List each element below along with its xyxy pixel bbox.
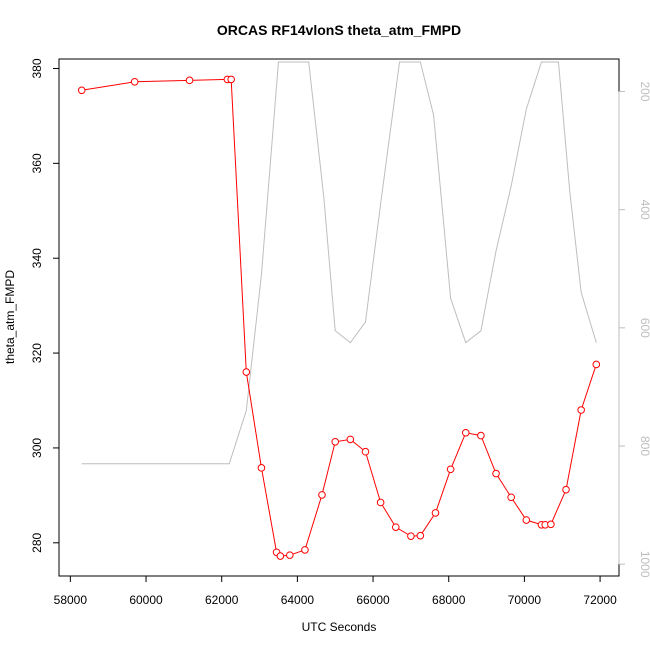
x-tick-label: 66000 <box>356 593 390 607</box>
data-point <box>376 498 385 507</box>
data-point <box>276 552 285 560</box>
data-point <box>391 523 400 531</box>
series-line-left <box>81 78 597 557</box>
data-point <box>185 76 194 85</box>
y-tick-label: 360 <box>30 153 44 173</box>
data-point <box>77 86 86 95</box>
x-tick-label: 58000 <box>54 593 88 607</box>
data-point <box>286 551 294 559</box>
x-tick-label: 70000 <box>508 593 542 607</box>
data-point <box>507 493 515 502</box>
series-line-right <box>81 61 597 465</box>
y2-tick-label: 1000 <box>638 551 650 578</box>
data-point <box>562 485 570 494</box>
data-point <box>592 360 601 369</box>
x-axis: 58000 60000 62000 64000 66000 68000 70000 72000 <box>54 575 617 607</box>
data-point <box>477 431 485 440</box>
y2-tick-label: 600 <box>638 318 650 338</box>
data-point <box>130 77 139 86</box>
x-tick-label: 62000 <box>205 593 239 607</box>
data-point <box>522 516 531 524</box>
data-point <box>361 447 370 456</box>
x-tick-label: 64000 <box>281 593 315 607</box>
y2-tick-label: 800 <box>638 436 650 456</box>
y-tick-label: 300 <box>30 438 44 458</box>
data-point <box>318 491 326 499</box>
data-point <box>577 406 585 414</box>
y-tick-label: 280 <box>30 532 44 552</box>
y-axis: 280 300 320 340 360 380 <box>30 58 60 553</box>
y-axis-label: theta_atm_FMPD <box>3 270 17 364</box>
data-point <box>416 531 425 540</box>
y2-axis: 200 400 600 800 1000 <box>618 81 650 578</box>
y-tick-label: 320 <box>30 343 44 363</box>
data-point <box>547 520 555 529</box>
data-point <box>492 469 500 478</box>
data-point <box>431 509 440 517</box>
x-tick-label: 60000 <box>129 593 163 607</box>
data-point <box>331 437 340 446</box>
data-point <box>227 75 235 84</box>
y2-tick-label: 400 <box>638 200 650 220</box>
y-tick-label: 380 <box>30 58 44 78</box>
data-point <box>257 464 266 472</box>
series-layer <box>77 61 601 560</box>
data-point <box>242 368 251 376</box>
data-point <box>346 435 355 444</box>
plot-frame <box>58 58 620 577</box>
y-tick-label: 340 <box>30 248 44 268</box>
data-point <box>301 546 309 554</box>
chart-title: ORCAS RF14vlonS theta_atm_FMPD <box>217 22 461 38</box>
data-point <box>446 465 455 474</box>
data-point <box>407 532 415 540</box>
data-point <box>461 428 470 437</box>
y2-tick-label: 200 <box>638 81 650 101</box>
x-axis-label: UTC Seconds <box>302 620 377 634</box>
x-tick-label: 68000 <box>432 593 466 607</box>
x-tick-label: 72000 <box>583 593 617 607</box>
